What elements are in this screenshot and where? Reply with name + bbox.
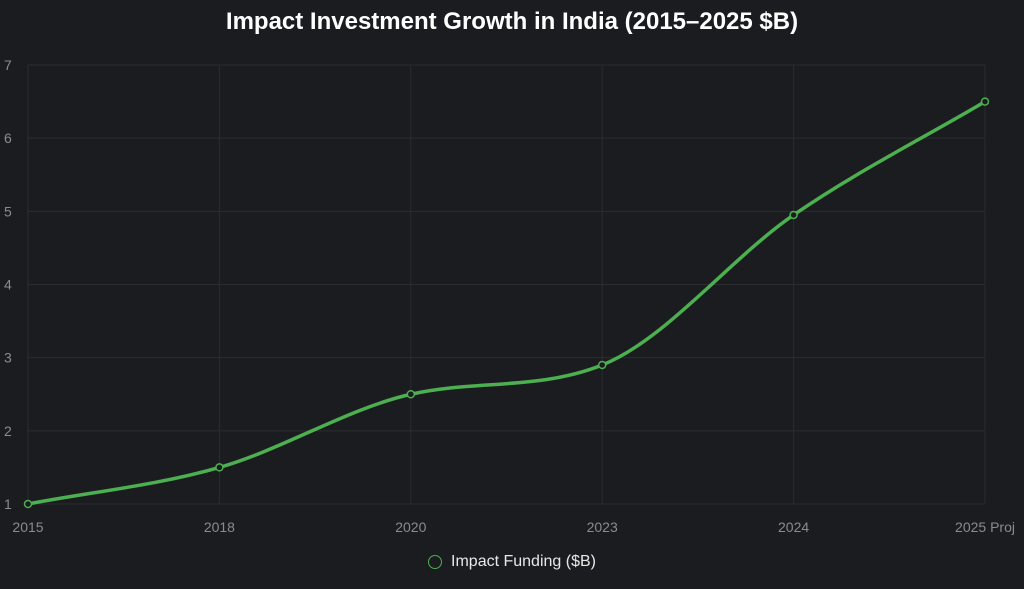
x-tick-label: 2024: [778, 519, 809, 535]
chart-title: Impact Investment Growth in India (2015–…: [225, 8, 799, 35]
y-tick-label: 5: [4, 203, 12, 219]
y-tick-label: 1: [4, 496, 12, 512]
legend-marker-icon: [428, 555, 443, 569]
x-axis: 2015 2018 2020 2023 2024 2025 Proj: [12, 519, 1015, 535]
y-tick-label: 7: [4, 57, 12, 73]
data-point-2015[interactable]: [23, 499, 33, 509]
x-tick-label: 2015: [12, 519, 43, 535]
legend-label: Impact Funding ($B): [451, 553, 596, 570]
y-tick-label: 6: [4, 130, 12, 146]
data-point-2020[interactable]: [406, 390, 416, 399]
data-point-2023[interactable]: [597, 360, 607, 370]
data-point-2025-proj[interactable]: [980, 97, 990, 106]
y-tick-label: 2: [4, 423, 12, 439]
y-axis: 1 2 3 4 5 6 7: [4, 57, 12, 512]
x-tick-label: 2018: [204, 519, 235, 535]
legend[interactable]: Impact Funding ($B): [0, 552, 1024, 572]
x-tick-label: 2020: [395, 519, 426, 535]
series-group: [23, 97, 990, 509]
x-tick-label: 2023: [587, 519, 618, 535]
series-line-impact-funding: [26, 99, 987, 506]
data-point-2018[interactable]: [215, 463, 224, 472]
grid-lines: [27, 64, 986, 505]
y-tick-label: 4: [4, 277, 12, 293]
y-tick-label: 3: [4, 350, 12, 366]
x-tick-label: 2025 Proj: [955, 519, 1015, 535]
data-point-2024[interactable]: [789, 210, 798, 220]
